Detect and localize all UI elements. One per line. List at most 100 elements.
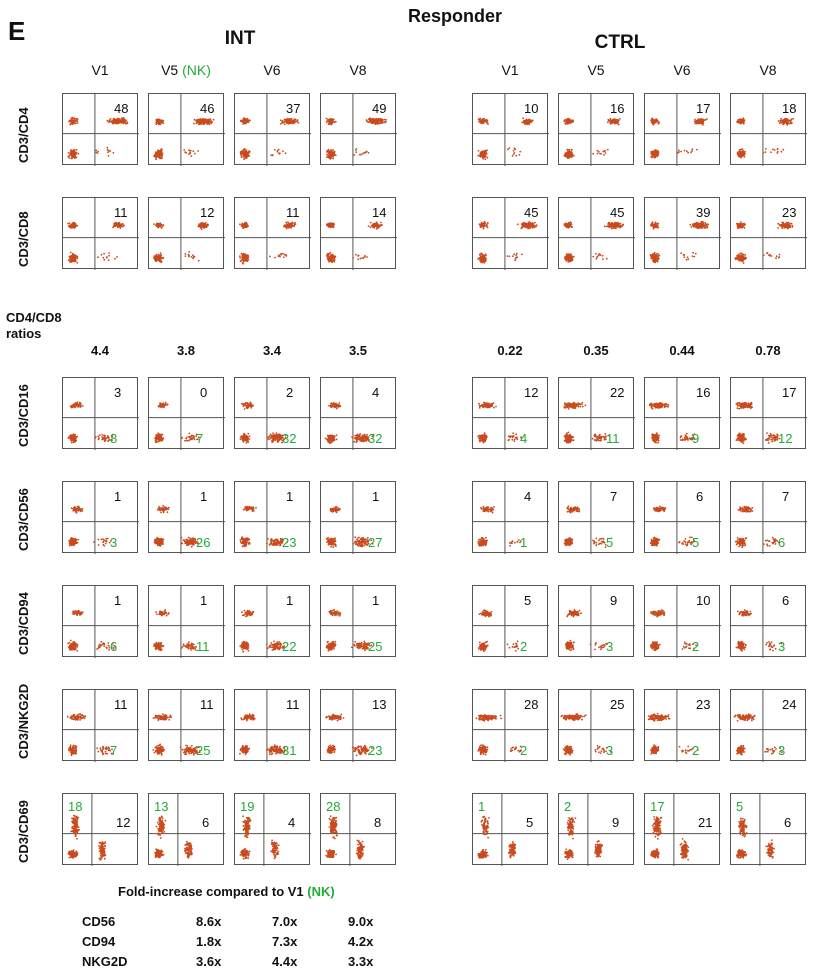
event-dot xyxy=(70,224,73,227)
event-dot xyxy=(160,404,163,407)
event-dot xyxy=(72,225,74,227)
event-dot xyxy=(604,152,607,154)
event-dot xyxy=(328,119,331,122)
event-dot xyxy=(247,441,249,444)
event-dot xyxy=(571,257,573,260)
event-dot xyxy=(602,258,604,260)
event-dot xyxy=(525,222,527,225)
event-dot xyxy=(784,117,786,120)
event-dot xyxy=(198,121,200,123)
event-dot xyxy=(569,151,572,154)
event-dot xyxy=(335,438,338,441)
event-dot xyxy=(332,149,334,151)
event-dot xyxy=(692,223,694,226)
event-dot xyxy=(159,252,162,254)
event-dot xyxy=(739,224,742,227)
event-dot xyxy=(203,224,205,227)
event-dot xyxy=(596,152,599,155)
event-dot xyxy=(369,221,372,224)
event-dot xyxy=(683,256,686,258)
event-dot xyxy=(741,148,744,151)
event-dot xyxy=(566,148,568,151)
event-dot xyxy=(777,227,780,229)
event-dot xyxy=(738,223,741,225)
visit-header: V5 (NK) xyxy=(151,62,221,78)
event-dot xyxy=(153,155,155,157)
event-dot xyxy=(650,257,653,260)
event-dot xyxy=(75,260,77,262)
quadrant-value-upper-right: 49 xyxy=(372,101,387,116)
event-dot xyxy=(651,254,653,257)
event-dot xyxy=(689,223,692,226)
event-dot xyxy=(781,121,783,124)
visit-header: V8 xyxy=(733,62,803,78)
event-dot xyxy=(516,256,519,258)
event-dot xyxy=(571,255,573,257)
event-dot xyxy=(619,222,622,225)
dot-plot xyxy=(148,377,225,450)
event-dot xyxy=(690,226,693,228)
event-dot xyxy=(248,435,251,437)
event-dot xyxy=(291,222,294,224)
quadrant-value-upper-right: 0 xyxy=(200,385,208,400)
row-label: CD3/CD8 xyxy=(16,211,31,267)
event-dot xyxy=(247,255,250,257)
event-dot xyxy=(68,222,71,225)
event-dot xyxy=(515,252,518,255)
event-dot xyxy=(159,123,161,126)
event-dot xyxy=(522,222,525,225)
event-dot xyxy=(691,150,693,152)
event-dot xyxy=(70,404,73,407)
dot-plot-canvas xyxy=(731,94,807,166)
event-dot xyxy=(764,148,767,150)
event-dot xyxy=(240,153,243,155)
event-dot xyxy=(507,148,509,151)
event-dot xyxy=(283,123,286,126)
event-dot xyxy=(161,225,164,228)
dot-plot-canvas xyxy=(149,198,225,270)
event-dot xyxy=(103,437,106,439)
event-dot xyxy=(478,257,481,259)
event-dot xyxy=(246,438,249,441)
event-dot xyxy=(181,436,184,439)
event-dot xyxy=(95,149,98,152)
event-dot xyxy=(365,119,368,121)
event-dot xyxy=(744,257,747,259)
event-dot xyxy=(371,122,374,125)
event-dot xyxy=(70,441,73,444)
event-dot xyxy=(239,255,241,258)
event-dot xyxy=(621,225,623,228)
event-dot xyxy=(691,148,694,151)
event-dot xyxy=(698,121,700,123)
event-dot xyxy=(533,224,535,227)
dot-plot xyxy=(62,197,139,270)
event-dot xyxy=(240,120,242,123)
event-dot xyxy=(329,436,332,439)
event-dot xyxy=(695,122,698,125)
event-dot xyxy=(332,157,334,160)
event-dot xyxy=(188,153,190,155)
dot-plot xyxy=(148,93,225,166)
dot-plot xyxy=(644,93,721,166)
quadrant-value-upper-right: 3 xyxy=(114,385,122,400)
event-dot xyxy=(153,255,156,257)
event-dot xyxy=(566,255,569,258)
event-dot xyxy=(71,439,74,442)
event-dot xyxy=(245,407,248,409)
event-dot xyxy=(286,119,288,122)
event-dot xyxy=(79,406,82,408)
event-dot xyxy=(616,119,619,122)
event-dot xyxy=(741,260,743,263)
event-dot xyxy=(282,437,284,439)
event-dot xyxy=(687,151,689,154)
event-dot xyxy=(531,222,534,225)
event-dot xyxy=(362,257,364,260)
event-dot xyxy=(69,227,72,229)
event-dot xyxy=(155,151,157,154)
event-dot xyxy=(284,152,287,155)
event-dot xyxy=(74,151,76,154)
event-dot xyxy=(328,252,331,255)
event-dot xyxy=(676,152,678,155)
event-dot xyxy=(519,150,522,153)
event-dot xyxy=(327,151,330,153)
